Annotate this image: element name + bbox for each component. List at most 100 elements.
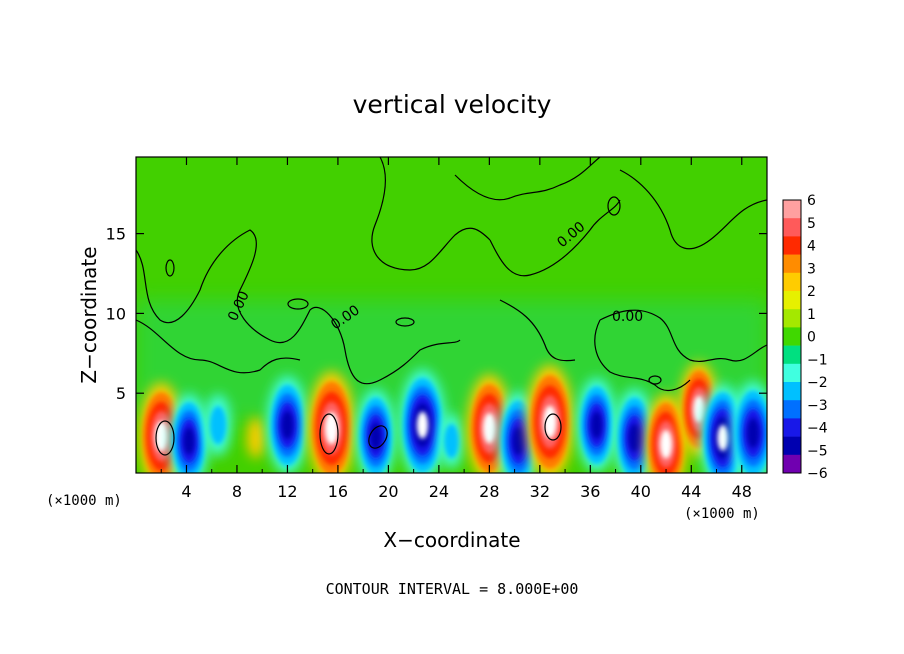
plot-frame [135, 156, 768, 474]
updraft-cell [246, 417, 265, 459]
cell-level [281, 411, 294, 440]
updraft-cell [645, 393, 688, 473]
cell-level [717, 424, 729, 451]
cell-level [628, 423, 641, 452]
downdraft-cell [613, 388, 655, 473]
cell-level [747, 418, 760, 448]
x-tick-label: 16 [328, 482, 348, 501]
cell-level [660, 429, 673, 459]
contour-line [136, 229, 461, 385]
velocity-cells [138, 361, 767, 473]
colorbar: 6 5 4 3 2 1 0 −1 −2 −3 −4 −5 −6 [782, 193, 828, 482]
contour-loop [544, 413, 562, 441]
x-tick-label: 32 [530, 482, 550, 501]
contour-line [489, 199, 621, 277]
contour-line [499, 299, 576, 362]
x-tick-label: 40 [631, 482, 651, 501]
contour-line [136, 319, 301, 374]
colorbar-swatch [783, 345, 801, 365]
cell-level [693, 395, 705, 423]
updraft-cell [308, 371, 356, 473]
colorbar-label: 6 [807, 193, 816, 209]
colorbar-swatch [783, 291, 801, 310]
colorbar-swatch [783, 200, 801, 219]
colorbar-swatch [783, 418, 801, 437]
colorbar-label: 2 [807, 284, 816, 300]
colorbar-frame [782, 199, 802, 474]
colorbar-swatch [783, 236, 801, 255]
colorbar-label: 0 [807, 330, 816, 346]
contour-line [619, 169, 767, 250]
cell-level [183, 427, 195, 455]
contour-line [454, 157, 601, 201]
zero-contours [136, 157, 767, 456]
colorbar-label: 1 [807, 307, 816, 323]
colorbar-swatch [783, 327, 801, 346]
cell-level [591, 411, 603, 439]
colorbar-label: −2 [807, 375, 828, 391]
colorbar-label: −4 [807, 421, 828, 437]
contour-loop [155, 420, 175, 456]
plot-area [136, 157, 767, 473]
colorbar-swatch [783, 400, 801, 419]
cell-level [416, 411, 429, 439]
updraft-cell [526, 364, 574, 473]
colorbar-label: 4 [807, 239, 816, 255]
x-tick-label: 24 [429, 482, 449, 501]
contour-loop [607, 196, 621, 216]
colorbar-label: −1 [807, 352, 828, 368]
colorbar-swatch [783, 309, 801, 328]
y-tick-label: 10 [106, 304, 126, 323]
y-tick-label: 15 [106, 225, 126, 244]
downdraft-cell [731, 381, 767, 473]
colorbar-label: 5 [807, 216, 816, 232]
contour-line [594, 319, 691, 392]
cell-level [370, 422, 382, 450]
downdraft-cell [576, 377, 617, 473]
colorbar-swatch [783, 218, 801, 237]
colorbar-swatch [783, 272, 801, 292]
downdraft-cell [204, 394, 232, 457]
downdraft-cell [169, 393, 209, 473]
x-tick-label: 44 [681, 482, 701, 501]
colorbar-label: −3 [807, 398, 828, 414]
contour-line [371, 157, 491, 271]
colorbar-swatch [783, 363, 801, 383]
downdraft-cell [356, 389, 396, 473]
contour-line [599, 309, 767, 363]
downdraft-cell [399, 369, 446, 473]
updraft-cell [138, 382, 184, 473]
colorbar-label: −6 [807, 466, 828, 482]
colorbar-label: −5 [807, 443, 828, 459]
x-tick-label: 28 [479, 482, 499, 501]
downdraft-cell [439, 413, 464, 469]
contour-loop [395, 317, 415, 327]
x-tick-label: 20 [378, 482, 398, 501]
x-unit-right: (×1000 m) [684, 506, 760, 522]
contour-interval-footer: CONTOUR INTERVAL = 8.000E+00 [326, 580, 579, 598]
x-tick-label: 8 [232, 482, 242, 501]
cell-level [482, 412, 496, 444]
x-tick-label: 4 [181, 482, 191, 501]
cell-level [246, 417, 265, 459]
cell-level [209, 406, 227, 445]
cell-level [444, 423, 459, 459]
colorbar-swatch [783, 454, 801, 474]
downdraft-cell [266, 375, 308, 473]
x-tick-label: 48 [732, 482, 752, 501]
contour-label: 0.00 [612, 309, 643, 325]
cell-level [324, 412, 339, 445]
cell-level [512, 426, 525, 456]
colorbar-swatch [783, 254, 801, 274]
x-tick-label: 12 [277, 482, 297, 501]
colorbar-swatch [783, 382, 801, 401]
chart-title: vertical velocity [353, 90, 552, 119]
y-axis-label: Z−coordinate [77, 246, 101, 383]
colorbar-swatch [783, 436, 801, 456]
contour-loop [368, 425, 388, 449]
colorbar-label: 3 [807, 261, 816, 277]
y-tick-label: 5 [116, 384, 126, 403]
x-axis-label: X−coordinate [383, 528, 520, 552]
